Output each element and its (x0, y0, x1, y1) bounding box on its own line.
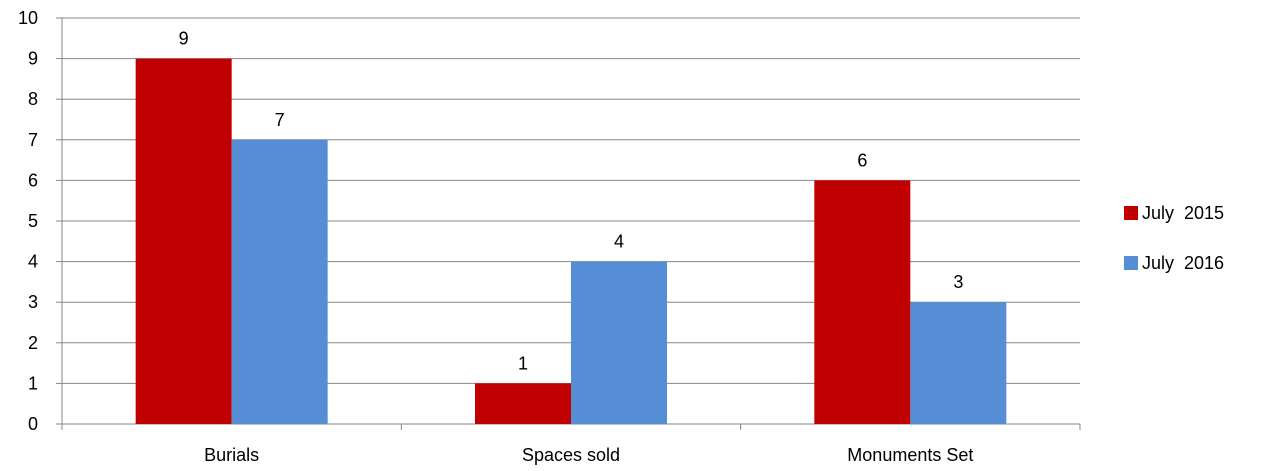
y-tick-label: 9 (28, 49, 38, 69)
legend-label: July 2016 (1142, 253, 1224, 273)
y-tick-label: 3 (28, 292, 38, 312)
bar (571, 261, 667, 424)
bar (475, 383, 571, 424)
data-labels: 9 7 1 4 6 3 (179, 29, 964, 374)
legend-label: July 2015 (1142, 203, 1224, 223)
legend: July 2015 July 2016 (1124, 203, 1224, 273)
x-category-label: Spaces sold (522, 445, 620, 465)
legend-swatch (1124, 206, 1138, 220)
bar (231, 139, 328, 425)
y-tick-label: 1 (28, 373, 38, 393)
legend-swatch (1124, 256, 1138, 270)
bar (910, 302, 1007, 424)
y-tick-label: 8 (28, 89, 38, 109)
x-category-label: Burials (204, 445, 259, 465)
data-label: 4 (614, 232, 624, 252)
bars (135, 58, 1007, 425)
bar (814, 180, 911, 424)
data-label: 7 (275, 110, 285, 130)
y-tick-label: 5 (28, 211, 38, 231)
y-tick-label: 4 (28, 252, 38, 272)
data-label: 6 (857, 150, 867, 170)
y-tick-label: 10 (18, 8, 38, 28)
y-tick-label: 0 (28, 414, 38, 434)
bar (135, 58, 232, 424)
y-axis-tick-labels: 0 1 2 3 4 5 6 7 8 9 10 (18, 8, 38, 434)
y-tick-label: 6 (28, 170, 38, 190)
y-tick-label: 2 (28, 333, 38, 353)
data-label: 3 (953, 272, 963, 292)
y-tick-label: 7 (28, 130, 38, 150)
x-category-label: Monuments Set (847, 445, 973, 465)
data-label: 1 (518, 353, 528, 373)
data-label: 9 (179, 29, 189, 49)
x-axis: Burials Spaces sold Monuments Set (61, 424, 1081, 465)
